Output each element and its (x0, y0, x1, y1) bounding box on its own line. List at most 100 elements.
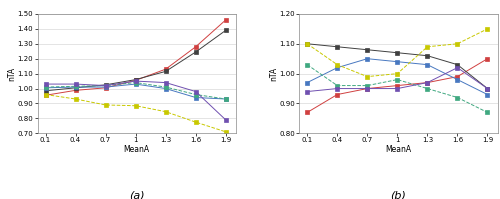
Var1=0.50, Var2=0.50, VarA=0.00 (192, 121, 198, 123)
Var1=0.33, Var2=0.33, VarA=0.33 (162, 86, 168, 88)
Var1=0.42, Var2=0.42, VarA=0.17 (72, 83, 78, 85)
Var1=0.42, Var2=0.42, VarA=0.17 (192, 90, 198, 93)
Var1=0.00, Var2=4.00, VarA=4.00 (364, 87, 370, 90)
Var1=0.50, Var2=0.50, VarA=0.00 (132, 104, 138, 107)
Var1=0.17, Var2=0.42, VarA=0.42 (72, 86, 78, 88)
Var1=1.33, Var2=3.33, VarA=3.33 (424, 63, 430, 66)
Var1=0.50, Var2=0.50, VarA=0.00 (72, 98, 78, 100)
X-axis label: MeanA: MeanA (124, 145, 150, 154)
Var1=4.00, Var2=4.00, VarA=0.00 (304, 43, 310, 45)
Var1=0.00, Var2=4.00, VarA=4.00 (424, 81, 430, 84)
Var1=0.17, Var2=0.42, VarA=0.42 (162, 87, 168, 90)
Var1=0.33, Var2=0.33, VarA=0.33 (42, 86, 48, 88)
Line: Var1=0.00, Var2=0.50, VarA=0.50: Var1=0.00, Var2=0.50, VarA=0.50 (44, 18, 228, 97)
Var1=0.33, Var2=0.33, VarA=0.33 (72, 85, 78, 88)
Var1=0.00, Var2=0.50, VarA=0.50 (72, 89, 78, 92)
Var1=0.17, Var2=0.42, VarA=0.42 (132, 83, 138, 85)
Var1=0.00, Var2=5.33, VarA=2.67 (364, 49, 370, 51)
Var1=2.67, Var2=2.67, VarA=2.67 (304, 63, 310, 66)
Var1=0.17, Var2=0.42, VarA=0.42 (223, 98, 229, 100)
Var1=0.00, Var2=5.33, VarA=2.67 (304, 43, 310, 45)
Var1=4.00, Var2=4.00, VarA=0.00 (394, 72, 400, 75)
Var1=1.33, Var2=3.33, VarA=3.33 (484, 93, 490, 96)
Text: (b): (b) (390, 191, 406, 199)
Var1=0.00, Var2=4.00, VarA=4.00 (334, 93, 340, 96)
Var1=0.00, Var2=0.67, VarA=0.33 (102, 84, 108, 86)
Var1=4.00, Var2=4.00, VarA=0.00 (364, 75, 370, 78)
Var1=0.00, Var2=0.67, VarA=0.33 (42, 90, 48, 92)
Var1=0.00, Var2=0.50, VarA=0.50 (132, 79, 138, 82)
Var1=0.00, Var2=5.33, VarA=2.67 (454, 63, 460, 66)
Var1=4.00, Var2=4.00, VarA=0.00 (484, 28, 490, 30)
Var1=0.50, Var2=0.50, VarA=0.00 (162, 110, 168, 113)
Var1=0.00, Var2=0.67, VarA=0.33 (192, 51, 198, 53)
Var1=0.42, Var2=0.42, VarA=0.17 (132, 80, 138, 82)
Var1=1.33, Var2=3.33, VarA=3.33 (394, 60, 400, 63)
Var1=0.50, Var2=0.50, VarA=0.00 (102, 104, 108, 106)
Var1=0.00, Var2=4.00, VarA=4.00 (304, 111, 310, 114)
Var1=2.67, Var2=2.67, VarA=2.67 (334, 84, 340, 87)
Var1=0.00, Var2=0.67, VarA=0.33 (223, 29, 229, 31)
Line: Var1=0.00, Var2=5.33, VarA=2.67: Var1=0.00, Var2=5.33, VarA=2.67 (306, 42, 489, 90)
Var1=0.00, Var2=0.50, VarA=0.50 (42, 94, 48, 97)
Var1=0.42, Var2=0.42, VarA=0.17 (162, 81, 168, 84)
Var1=0.50, Var2=0.50, VarA=0.00 (223, 131, 229, 133)
X-axis label: MeanA: MeanA (386, 145, 411, 154)
Line: Var1=0.00, Var2=0.67, VarA=0.33: Var1=0.00, Var2=0.67, VarA=0.33 (44, 29, 228, 93)
Var1=0.00, Var2=0.50, VarA=0.50 (162, 68, 168, 70)
Var1=0.33, Var2=0.33, VarA=0.33 (192, 93, 198, 96)
Line: Var1=0.17, Var2=0.42, VarA=0.42: Var1=0.17, Var2=0.42, VarA=0.42 (44, 82, 228, 101)
Var1=4.00, Var2=4.00, VarA=0.00 (334, 63, 340, 66)
Var1=0.42, Var2=0.42, VarA=0.17 (42, 83, 48, 85)
Var1=2.67, Var2=2.67, VarA=2.67 (424, 87, 430, 90)
Var1=0.00, Var2=4.00, VarA=4.00 (394, 84, 400, 87)
Var1=0.17, Var2=0.42, VarA=0.42 (102, 86, 108, 88)
Var1=0.00, Var2=4.00, VarA=4.00 (484, 58, 490, 60)
Var1=0.50, Var2=0.50, VarA=0.00 (42, 93, 48, 96)
Var1=1.33, Var2=3.33, VarA=3.33 (334, 66, 340, 69)
Var1=0.17, Var2=0.42, VarA=0.42 (42, 87, 48, 89)
Var1=1.33, Var2=3.33, VarA=3.33 (454, 78, 460, 81)
Var1=0.33, Var2=0.33, VarA=0.33 (223, 98, 229, 100)
Var1=0.42, Var2=0.42, VarA=0.17 (223, 119, 229, 121)
Var1=3.33, Var2=3.33, VarA=1.33 (304, 90, 310, 93)
Var1=0.17, Var2=0.42, VarA=0.42 (192, 96, 198, 99)
Y-axis label: nTA: nTA (7, 67, 16, 81)
Var1=3.33, Var2=3.33, VarA=1.33 (484, 87, 490, 90)
Text: (a): (a) (129, 191, 144, 199)
Var1=0.33, Var2=0.33, VarA=0.33 (102, 84, 108, 87)
Line: Var1=4.00, Var2=4.00, VarA=0.00: Var1=4.00, Var2=4.00, VarA=0.00 (306, 27, 489, 78)
Var1=0.00, Var2=4.00, VarA=4.00 (454, 75, 460, 78)
Var1=1.33, Var2=3.33, VarA=3.33 (304, 81, 310, 84)
Var1=3.33, Var2=3.33, VarA=1.33 (454, 66, 460, 69)
Var1=0.42, Var2=0.42, VarA=0.17 (102, 84, 108, 87)
Var1=0.00, Var2=0.67, VarA=0.33 (132, 78, 138, 81)
Line: Var1=3.33, Var2=3.33, VarA=1.33: Var1=3.33, Var2=3.33, VarA=1.33 (306, 66, 489, 93)
Line: Var1=0.00, Var2=4.00, VarA=4.00: Var1=0.00, Var2=4.00, VarA=4.00 (306, 57, 489, 114)
Var1=2.67, Var2=2.67, VarA=2.67 (454, 96, 460, 99)
Var1=2.67, Var2=2.67, VarA=2.67 (484, 111, 490, 114)
Var1=0.00, Var2=5.33, VarA=2.67 (334, 46, 340, 48)
Line: Var1=0.50, Var2=0.50, VarA=0.00: Var1=0.50, Var2=0.50, VarA=0.00 (44, 93, 228, 134)
Var1=0.00, Var2=0.67, VarA=0.33 (72, 87, 78, 89)
Var1=0.00, Var2=0.50, VarA=0.50 (102, 87, 108, 89)
Var1=2.67, Var2=2.67, VarA=2.67 (394, 78, 400, 81)
Var1=0.00, Var2=0.50, VarA=0.50 (192, 46, 198, 48)
Var1=3.33, Var2=3.33, VarA=1.33 (334, 87, 340, 90)
Var1=0.00, Var2=0.67, VarA=0.33 (162, 70, 168, 73)
Var1=0.00, Var2=5.33, VarA=2.67 (424, 55, 430, 57)
Var1=0.00, Var2=5.33, VarA=2.67 (394, 52, 400, 54)
Line: Var1=0.33, Var2=0.33, VarA=0.33: Var1=0.33, Var2=0.33, VarA=0.33 (44, 81, 228, 101)
Var1=1.33, Var2=3.33, VarA=3.33 (364, 58, 370, 60)
Var1=3.33, Var2=3.33, VarA=1.33 (364, 87, 370, 90)
Line: Var1=0.42, Var2=0.42, VarA=0.17: Var1=0.42, Var2=0.42, VarA=0.17 (44, 79, 228, 122)
Var1=0.00, Var2=5.33, VarA=2.67 (484, 87, 490, 90)
Var1=0.33, Var2=0.33, VarA=0.33 (132, 81, 138, 84)
Var1=4.00, Var2=4.00, VarA=0.00 (424, 46, 430, 48)
Line: Var1=2.67, Var2=2.67, VarA=2.67: Var1=2.67, Var2=2.67, VarA=2.67 (306, 63, 489, 114)
Var1=4.00, Var2=4.00, VarA=0.00 (454, 43, 460, 45)
Var1=0.00, Var2=0.50, VarA=0.50 (223, 19, 229, 21)
Var1=2.67, Var2=2.67, VarA=2.67 (364, 84, 370, 87)
Var1=3.33, Var2=3.33, VarA=1.33 (424, 81, 430, 84)
Y-axis label: nTA: nTA (269, 67, 278, 81)
